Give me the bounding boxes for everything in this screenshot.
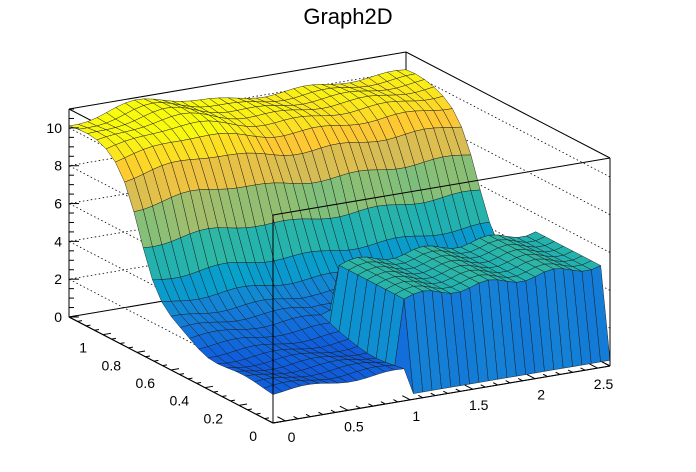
y-tick-mark [94, 329, 100, 331]
y-tick-label-0.6: 0.6 [136, 375, 156, 391]
x-tick-label-1.5: 1.5 [469, 397, 489, 413]
x-tick-mark [330, 409, 336, 413]
y-tick-mark [196, 382, 202, 384]
z-tick-label-2: 2 [54, 271, 62, 287]
y-tick-mark [128, 346, 134, 349]
x-tick-mark [443, 390, 448, 394]
y-tick-mark [247, 408, 253, 411]
chart-title: Graph2D [303, 4, 392, 29]
front-frame [272, 157, 611, 424]
y-tick-mark [204, 385, 214, 389]
y-tick-mark [272, 421, 282, 424]
x-tick-mark [589, 363, 598, 369]
y-tick-mark [179, 373, 185, 375]
y-tick-mark [213, 390, 219, 393]
y-tick-mark [153, 359, 159, 362]
y-tick-mark [162, 364, 168, 367]
x-tick-mark [492, 382, 498, 386]
y-tick-mark [111, 337, 117, 340]
x-tick-mark [293, 416, 299, 420]
x-tick-mark [480, 384, 486, 388]
x-tick-mark [393, 399, 399, 403]
z-tick-label-4: 4 [54, 233, 62, 249]
x-tick-label-2.5: 2.5 [594, 376, 614, 392]
x-tick-mark [542, 373, 548, 377]
y-tick-mark [77, 320, 83, 322]
x-tick-mark [305, 413, 311, 418]
x-tick-mark [517, 378, 523, 382]
x-tick-mark [567, 369, 573, 373]
y-tick-mark [85, 324, 91, 327]
z-tick-label-8: 8 [54, 158, 62, 174]
y-tick-mark [68, 315, 78, 318]
y-tick-label-1: 1 [79, 340, 87, 356]
x-tick-mark [430, 392, 436, 396]
surface-cell-35-0 [591, 265, 611, 363]
x-tick-mark [355, 405, 361, 409]
x-tick-mark [555, 371, 561, 375]
y-tick-label-0.4: 0.4 [170, 393, 190, 409]
x-tick-mark [418, 394, 424, 399]
z-tick-label-6: 6 [54, 196, 62, 212]
y-tick-mark [102, 332, 112, 336]
y-tick-label-0.2: 0.2 [204, 410, 224, 426]
y-tick-label-0.8: 0.8 [102, 357, 122, 373]
x-tick-mark [402, 395, 411, 401]
x-tick-mark [526, 374, 536, 380]
x-tick-mark [318, 411, 324, 415]
y-tick-mark [230, 399, 236, 402]
x-tick-label-0.5: 0.5 [344, 418, 364, 434]
y-tick-mark [187, 377, 193, 380]
x-tick-label-2: 2 [537, 387, 545, 403]
y-tick-mark [170, 368, 180, 371]
y-tick-mark [136, 350, 146, 353]
x-tick-mark [368, 403, 374, 407]
box-edge-5 [68, 51, 407, 110]
x-tick-label-0: 0 [288, 429, 296, 445]
x-tick-mark [277, 416, 286, 422]
x-tick-mark [339, 405, 349, 411]
y-tick-mark [145, 355, 151, 358]
box-edge-6 [405, 51, 611, 159]
x-tick-mark [605, 363, 611, 367]
x-tick-mark [580, 367, 586, 371]
x-tick-mark [380, 401, 386, 405]
x-tick-label-1: 1 [412, 408, 420, 424]
y-tick-mark [238, 403, 248, 406]
x-tick-mark [464, 384, 473, 390]
y-tick-mark [264, 417, 270, 420]
x-tick-mark [505, 380, 511, 384]
y-tick-label-0: 0 [249, 428, 257, 444]
front-edge-3 [272, 157, 611, 216]
x-tick-mark [455, 388, 461, 392]
z-tick-label-10: 10 [46, 120, 62, 136]
y-tick-mark [221, 395, 227, 397]
surface-mesh [68, 69, 611, 395]
y-tick-mark [255, 412, 261, 415]
y-tick-mark [119, 342, 125, 344]
z-tick-label-0: 0 [54, 309, 62, 325]
front-edge-1 [272, 365, 611, 424]
